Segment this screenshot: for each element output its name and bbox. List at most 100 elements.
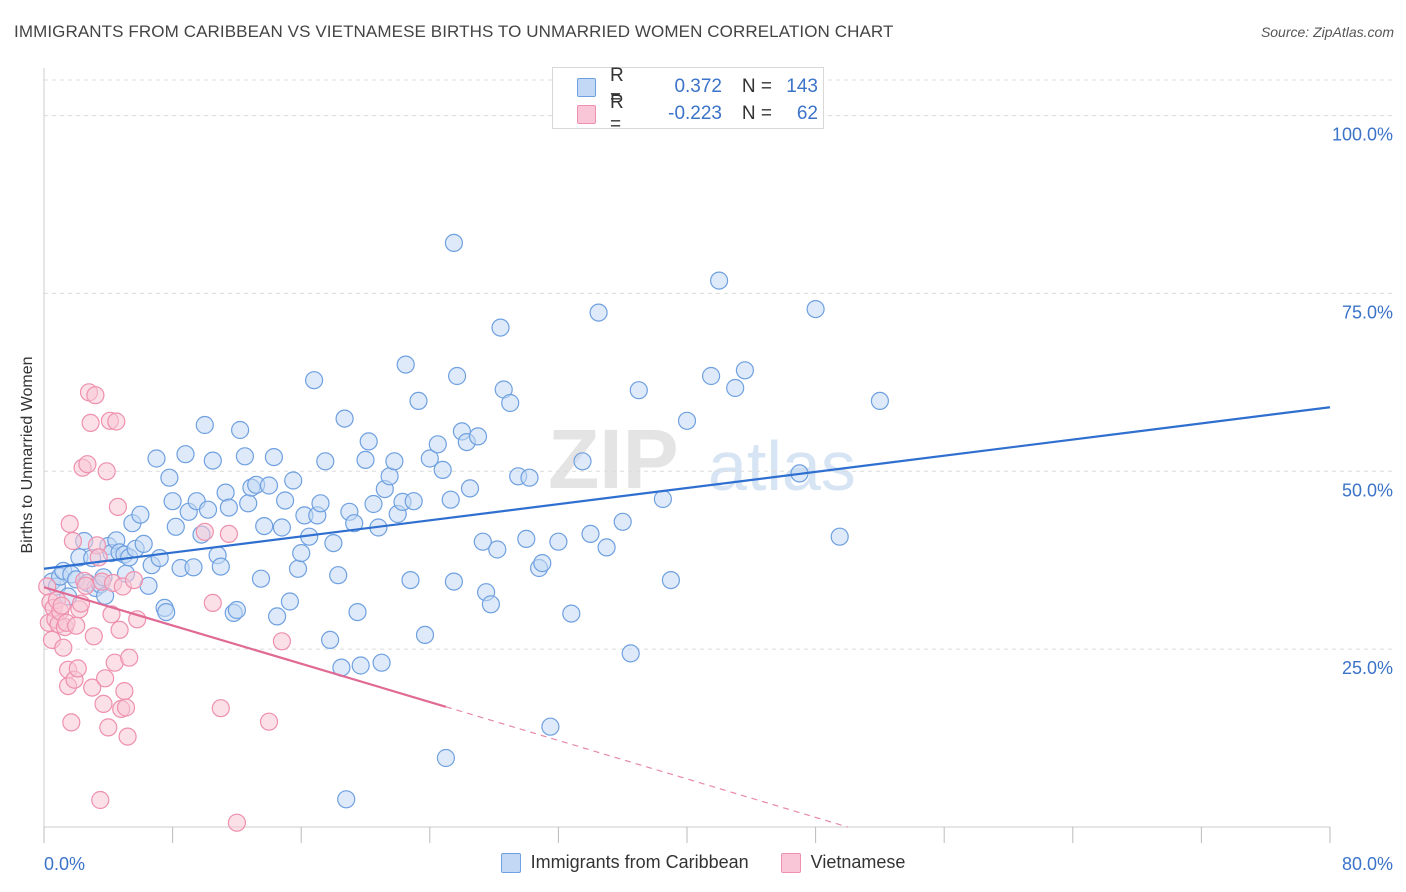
caribbean-point bbox=[517, 529, 536, 549]
y-tick-label: 25.0% bbox=[1342, 658, 1393, 678]
caribbean-point bbox=[335, 409, 354, 428]
vietnamese-point bbox=[94, 694, 113, 714]
axes bbox=[43, 68, 1331, 843]
vietnamese-point bbox=[120, 648, 139, 667]
caribbean-point bbox=[726, 378, 745, 398]
caribbean-point bbox=[549, 532, 568, 551]
y-tick-label: 75.0% bbox=[1342, 302, 1393, 322]
stats-row-vietnamese: R = -0.223 N = 62 bbox=[577, 92, 818, 135]
caribbean-point bbox=[216, 483, 235, 502]
vietnamese-point bbox=[110, 620, 129, 640]
caribbean-point bbox=[147, 449, 166, 468]
caribbean-point bbox=[597, 538, 616, 557]
caribbean-point bbox=[259, 476, 279, 495]
caribbean-legend-swatch bbox=[500, 852, 521, 873]
caribbean-point bbox=[415, 625, 435, 645]
vietnamese-point bbox=[76, 576, 95, 595]
caribbean-point bbox=[280, 592, 299, 611]
vietnamese-point bbox=[68, 659, 87, 678]
vietnamese-point bbox=[83, 678, 102, 697]
y-tick-label: 50.0% bbox=[1342, 480, 1393, 500]
vietnamese-point bbox=[78, 455, 97, 474]
vietnamese-point bbox=[118, 727, 137, 746]
legend-item-caribbean[interactable]: Immigrants from Caribbean bbox=[500, 852, 749, 873]
vietnamese-legend-swatch bbox=[780, 852, 801, 873]
caribbean-point bbox=[420, 449, 439, 468]
caribbean-point bbox=[573, 452, 592, 471]
n-label: N = bbox=[741, 76, 772, 97]
n-label: N = bbox=[741, 103, 772, 124]
caribbean-point bbox=[488, 540, 507, 559]
caribbean-point bbox=[284, 471, 303, 490]
caribbean-point bbox=[404, 492, 423, 511]
vietnamese-point bbox=[227, 813, 246, 832]
trend-lines bbox=[43, 406, 1331, 828]
caribbean-point bbox=[428, 435, 447, 454]
legend-label-caribbean: Immigrants from Caribbean bbox=[530, 852, 749, 872]
caribbean-point bbox=[433, 460, 452, 479]
legend-item-vietnamese[interactable]: Vietnamese bbox=[780, 852, 906, 873]
vietnamese-point bbox=[95, 669, 115, 688]
caribbean-point bbox=[305, 371, 324, 390]
caribbean-point bbox=[701, 366, 721, 386]
vietnamese-point bbox=[203, 593, 222, 613]
caribbean-point bbox=[677, 411, 697, 430]
caribbean-point bbox=[150, 548, 169, 568]
vietnamese-point bbox=[81, 413, 100, 432]
caribbean-point bbox=[372, 653, 391, 672]
caribbean-point bbox=[272, 518, 291, 537]
vietnamese-point bbox=[272, 632, 291, 651]
vietnamese-swatch bbox=[577, 104, 596, 124]
x-tick-label-max: 80.0% bbox=[1342, 854, 1393, 874]
tick-labels: 0.0% 80.0% 25.0% 50.0% 75.0% 100.0% bbox=[44, 125, 1393, 874]
data-points bbox=[38, 233, 890, 832]
caribbean-point bbox=[163, 492, 182, 511]
vietnamese-point bbox=[211, 699, 230, 718]
vietnamese-point bbox=[107, 412, 126, 431]
vietnamese-point bbox=[116, 698, 136, 717]
caribbean-point bbox=[337, 790, 356, 809]
caribbean-point bbox=[589, 303, 608, 322]
series-legend: Immigrants from Caribbean Vietnamese bbox=[0, 852, 1406, 873]
caribbean-point bbox=[460, 479, 480, 498]
caribbean-point bbox=[661, 570, 681, 590]
vietnamese-point bbox=[60, 514, 79, 534]
vietnamese-point bbox=[128, 610, 147, 629]
vietnamese-trend-line bbox=[43, 586, 447, 708]
caribbean-point bbox=[380, 467, 399, 486]
caribbean-point bbox=[481, 595, 500, 614]
vietnamese-point bbox=[91, 790, 110, 810]
stats-row-caribbean: R = 0.372 N = 143 bbox=[577, 65, 818, 108]
caribbean-point bbox=[444, 233, 463, 252]
caribbean-point bbox=[621, 644, 640, 663]
vietnamese-point bbox=[115, 681, 134, 701]
vietnamese-point bbox=[97, 462, 116, 481]
caribbean-point bbox=[134, 534, 153, 554]
caribbean-point bbox=[491, 318, 510, 337]
caribbean-point bbox=[345, 514, 364, 533]
caribbean-point bbox=[436, 748, 455, 768]
caribbean-point bbox=[264, 448, 283, 467]
vietnamese-point bbox=[54, 638, 73, 657]
caribbean-point bbox=[562, 604, 581, 623]
vietnamese-point bbox=[219, 524, 238, 544]
vietnamese-point bbox=[124, 570, 144, 590]
caribbean-point bbox=[160, 468, 179, 487]
caribbean-point bbox=[157, 602, 176, 622]
caribbean-point bbox=[409, 391, 428, 410]
x-tick-label-min: 0.0% bbox=[44, 854, 85, 874]
caribbean-point bbox=[348, 602, 367, 622]
r-label: R = bbox=[610, 65, 624, 108]
caribbean-point bbox=[444, 572, 463, 591]
caribbean-point bbox=[351, 656, 370, 675]
caribbean-point bbox=[268, 607, 287, 626]
vietnamese-trend-extension bbox=[445, 706, 848, 828]
caribbean-point bbox=[316, 452, 335, 471]
legend-label-vietnamese: Vietnamese bbox=[810, 852, 906, 872]
caribbean-point bbox=[806, 300, 825, 319]
grid bbox=[44, 79, 1393, 650]
caribbean-point bbox=[870, 391, 890, 410]
caribbean-point bbox=[311, 494, 330, 513]
source-label: Source: ZipAtlas.com bbox=[1260, 24, 1394, 40]
